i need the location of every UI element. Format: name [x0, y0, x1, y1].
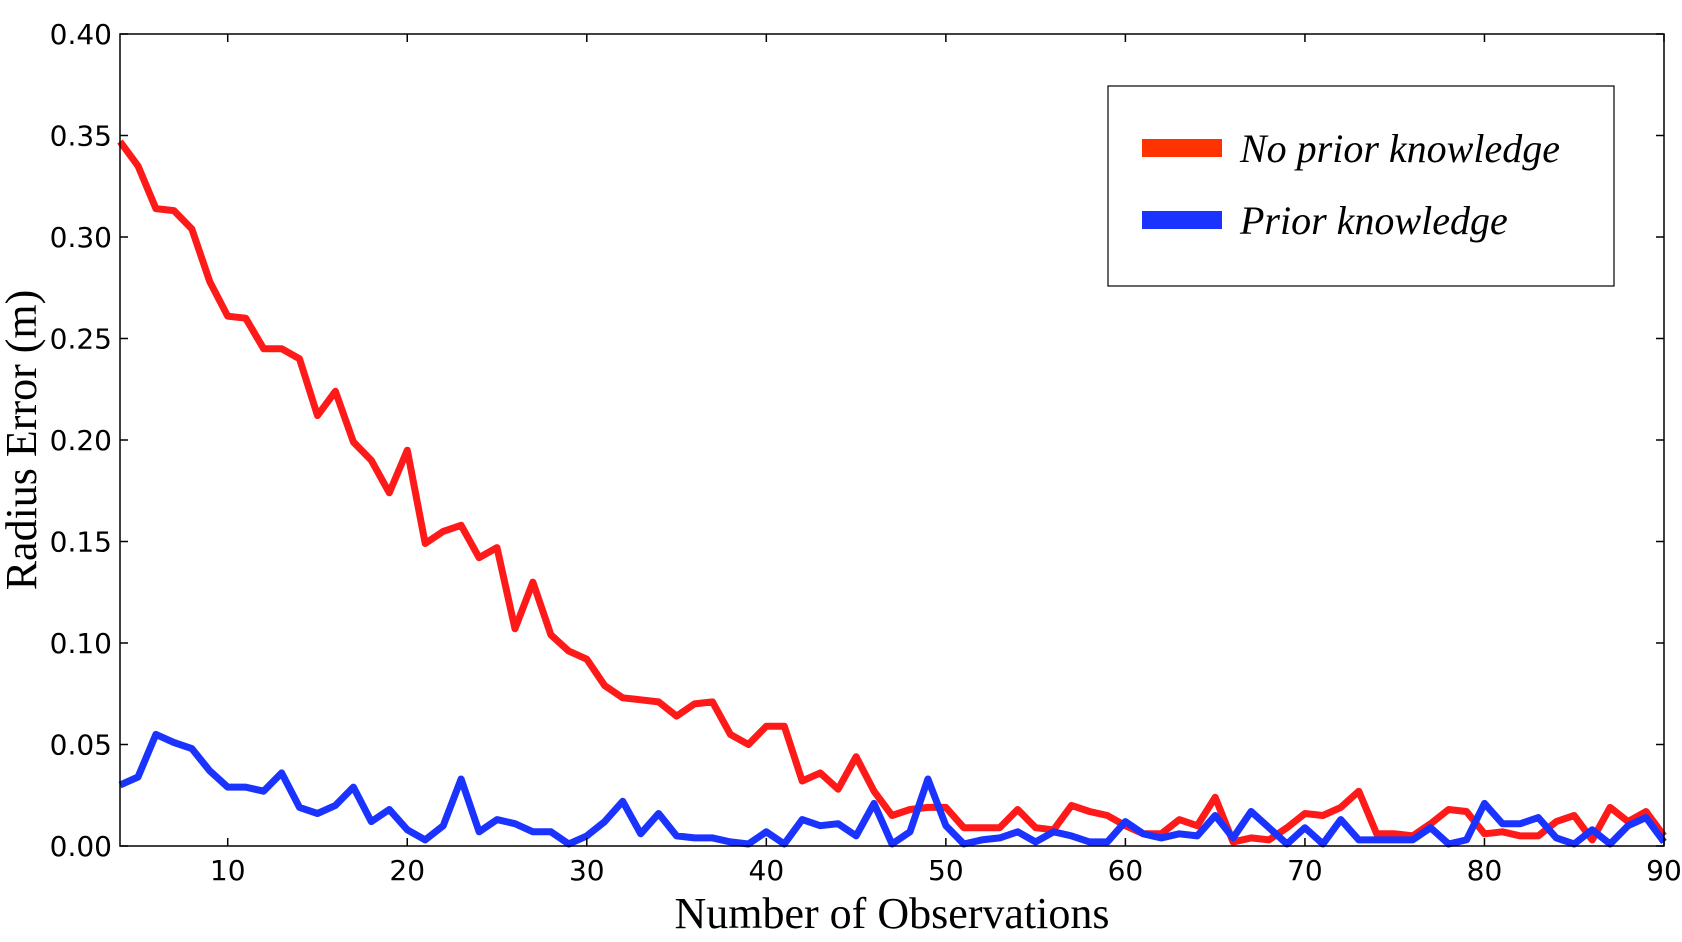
- x-tick-label: 10: [210, 854, 246, 887]
- x-tick-label: 60: [1108, 854, 1144, 887]
- legend-label-prior-knowledge: Prior knowledge: [1239, 198, 1508, 243]
- y-tick-label: 0.35: [50, 120, 112, 153]
- y-tick-label: 0.30: [50, 221, 112, 254]
- y-tick-label: 0.15: [50, 526, 112, 559]
- legend-box: [1107, 85, 1615, 287]
- x-tick-label: 20: [389, 854, 425, 887]
- x-tick-label: 40: [749, 854, 785, 887]
- y-tick-label: 0.20: [50, 424, 112, 457]
- x-axis-ticks: 10 20 30 40 50 60 70 80 90: [210, 34, 1682, 887]
- x-tick-label: 70: [1287, 854, 1323, 887]
- series-line-prior-knowledge: [118, 730, 1667, 848]
- x-tick-label: 50: [928, 854, 964, 887]
- y-axis-ticks: 0.00 0.05 0.10 0.15 0.20 0.25 0.30 0.35 0.40: [50, 18, 1664, 863]
- y-tick-label: 0.25: [50, 323, 112, 356]
- y-tick-label: 0.10: [50, 627, 112, 660]
- x-tick-label: 90: [1646, 854, 1682, 887]
- x-axis-label: Number of Observations: [674, 889, 1109, 938]
- legend-label-no-prior-knowledge: No prior knowledge: [1239, 126, 1560, 171]
- x-tick-label: 80: [1467, 854, 1503, 887]
- y-tick-label: 0.05: [50, 729, 112, 762]
- series-lines: [117, 139, 1667, 848]
- y-tick-label: 0.40: [50, 18, 112, 51]
- y-tick-label: 0.00: [50, 830, 112, 863]
- y-axis-label: Radius Error (m): [0, 290, 46, 591]
- legend: No prior knowledge Prior knowledge: [1107, 85, 1615, 287]
- series-line-no-prior-knowledge: [117, 139, 1667, 846]
- x-tick-label: 30: [569, 854, 605, 887]
